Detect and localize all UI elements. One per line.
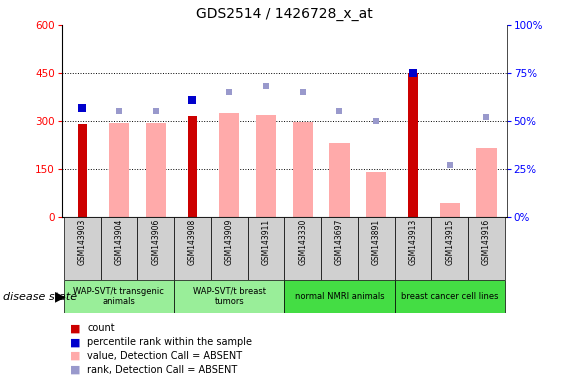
Bar — [440, 203, 460, 217]
Text: GSM143911: GSM143911 — [261, 219, 270, 265]
Bar — [366, 172, 386, 217]
Bar — [329, 143, 350, 217]
Text: GSM143697: GSM143697 — [335, 219, 344, 265]
Bar — [188, 116, 197, 217]
Text: GSM143903: GSM143903 — [78, 219, 87, 265]
Bar — [211, 217, 248, 280]
Bar — [476, 148, 497, 217]
Bar — [78, 124, 87, 217]
Text: GSM143913: GSM143913 — [409, 219, 418, 265]
Bar — [174, 280, 284, 313]
Text: GSM143908: GSM143908 — [188, 219, 197, 265]
Bar — [284, 217, 321, 280]
Text: ■: ■ — [70, 365, 81, 375]
Bar — [395, 280, 505, 313]
Text: breast cancer cell lines: breast cancer cell lines — [401, 292, 498, 301]
Bar — [248, 217, 284, 280]
Text: disease state: disease state — [3, 291, 77, 302]
Bar — [174, 217, 211, 280]
Text: rank, Detection Call = ABSENT: rank, Detection Call = ABSENT — [87, 365, 238, 375]
Bar — [408, 73, 418, 217]
Title: GDS2514 / 1426728_x_at: GDS2514 / 1426728_x_at — [196, 7, 373, 21]
Bar — [293, 122, 313, 217]
Bar — [284, 280, 395, 313]
Text: GSM143891: GSM143891 — [372, 219, 381, 265]
Text: GSM143915: GSM143915 — [445, 219, 454, 265]
Text: ■: ■ — [70, 351, 81, 361]
Bar — [64, 280, 174, 313]
Text: normal NMRI animals: normal NMRI animals — [294, 292, 385, 301]
Bar — [358, 217, 395, 280]
Text: ▶: ▶ — [55, 290, 65, 304]
Bar — [64, 217, 101, 280]
Bar — [137, 217, 174, 280]
Text: count: count — [87, 323, 115, 333]
Text: value, Detection Call = ABSENT: value, Detection Call = ABSENT — [87, 351, 243, 361]
Text: GSM143330: GSM143330 — [298, 219, 307, 265]
Bar — [101, 217, 137, 280]
Text: WAP-SVT/t transgenic
animals: WAP-SVT/t transgenic animals — [73, 287, 164, 306]
Bar — [256, 115, 276, 217]
Text: ■: ■ — [70, 337, 81, 347]
Bar — [109, 122, 129, 217]
Text: WAP-SVT/t breast
tumors: WAP-SVT/t breast tumors — [193, 287, 266, 306]
Bar — [468, 217, 505, 280]
Text: GSM143904: GSM143904 — [114, 219, 123, 265]
Bar — [321, 217, 358, 280]
Text: ■: ■ — [70, 323, 81, 333]
Text: GSM143909: GSM143909 — [225, 219, 234, 265]
Text: GSM143916: GSM143916 — [482, 219, 491, 265]
Bar — [431, 217, 468, 280]
Bar — [146, 122, 166, 217]
Text: GSM143906: GSM143906 — [151, 219, 160, 265]
Bar — [219, 113, 239, 217]
Bar — [395, 217, 431, 280]
Text: percentile rank within the sample: percentile rank within the sample — [87, 337, 252, 347]
